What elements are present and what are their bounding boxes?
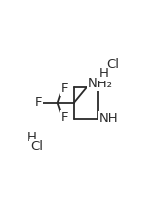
Text: F: F xyxy=(61,82,68,95)
Text: F: F xyxy=(61,111,68,124)
Text: H: H xyxy=(98,67,108,80)
Text: Cl: Cl xyxy=(30,140,43,153)
Text: Cl: Cl xyxy=(106,59,119,71)
Text: F: F xyxy=(35,96,42,110)
Text: H: H xyxy=(27,131,37,144)
Text: NH: NH xyxy=(99,112,119,125)
Text: NH₂: NH₂ xyxy=(88,77,113,90)
